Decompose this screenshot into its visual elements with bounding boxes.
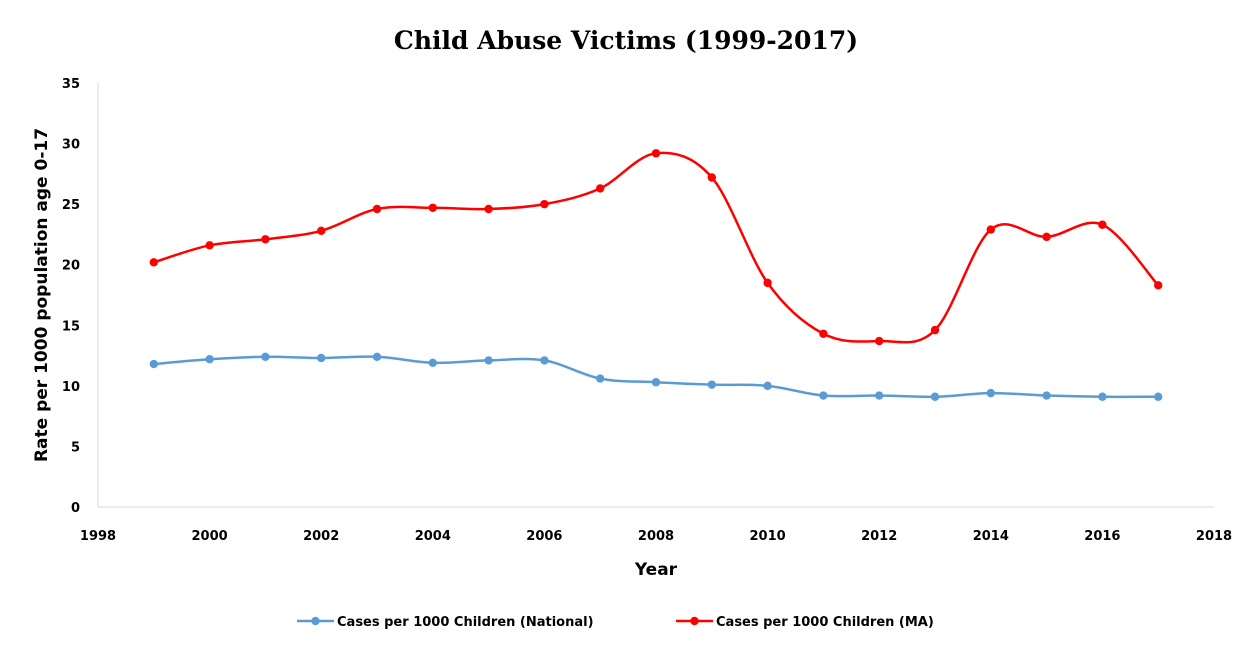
data-point-national-2014 bbox=[986, 388, 995, 398]
data-point-ma-2017 bbox=[1154, 281, 1163, 290]
data-point-national-2001 bbox=[261, 352, 270, 361]
data-point-national-2015 bbox=[1042, 391, 1051, 400]
legend-label-ma: Cases per 1000 Children (MA) bbox=[716, 615, 934, 630]
y-tick-label: 10 bbox=[62, 380, 80, 395]
x-tick-label: 2010 bbox=[750, 529, 786, 544]
legend-marker-ma bbox=[690, 616, 699, 626]
series-line-ma bbox=[152, 151, 1160, 344]
data-point-ma-2013 bbox=[930, 325, 940, 335]
y-tick-label: 5 bbox=[71, 440, 80, 455]
x-tick-label: 2012 bbox=[861, 529, 897, 544]
chart-title: Child Abuse Victims (1999-2017) bbox=[394, 26, 858, 55]
x-tick-label: 2000 bbox=[192, 529, 228, 544]
data-point-ma-2014 bbox=[986, 225, 995, 234]
data-point-national-1999 bbox=[149, 359, 158, 369]
x-axis-ticks: 1998 2000 2002 2004 2006 2008 2010 2012 2014 2016… bbox=[80, 529, 1232, 544]
x-tick-label: 2004 bbox=[415, 529, 451, 544]
data-point-ma-2005 bbox=[484, 204, 493, 214]
data-point-ma-2015 bbox=[1042, 232, 1051, 242]
data-point-ma-1999 bbox=[149, 258, 158, 267]
data-point-ma-2012 bbox=[875, 336, 884, 346]
y-tick-label: 25 bbox=[62, 198, 80, 213]
axes bbox=[97, 83, 1214, 508]
data-point-national-2017 bbox=[1154, 392, 1163, 401]
data-point-ma-2009 bbox=[707, 173, 716, 182]
x-tick-label: 2008 bbox=[638, 529, 674, 544]
x-tick-label: 2018 bbox=[1196, 529, 1232, 544]
x-tick-label: 2002 bbox=[303, 529, 339, 544]
data-point-ma-2002 bbox=[317, 226, 326, 235]
y-tick-label: 15 bbox=[62, 319, 80, 334]
y-tick-label: 20 bbox=[62, 259, 80, 274]
x-tick-label: 1998 bbox=[80, 529, 116, 544]
data-point-ma-2016 bbox=[1098, 220, 1107, 229]
y-axis-title: Rate per 1000 population age 0-17 bbox=[32, 128, 52, 462]
data-point-ma-2004 bbox=[428, 203, 437, 212]
data-point-ma-2010 bbox=[763, 278, 772, 288]
data-point-national-2016 bbox=[1098, 392, 1107, 401]
data-point-ma-2003 bbox=[372, 204, 382, 214]
data-point-national-2012 bbox=[875, 391, 884, 400]
data-point-ma-2011 bbox=[819, 329, 828, 338]
data-point-national-2005 bbox=[484, 356, 493, 365]
legend: Cases per 1000 Children (National) Cases … bbox=[297, 615, 934, 630]
y-tick-label: 30 bbox=[62, 138, 80, 153]
data-point-national-2006 bbox=[540, 356, 549, 365]
y-axis-ticks: 0 5 10 15 20 25 30 35 bbox=[62, 77, 80, 516]
data-point-national-2004 bbox=[428, 358, 437, 368]
data-point-ma-2006 bbox=[540, 199, 549, 209]
data-point-national-2011 bbox=[819, 391, 828, 400]
y-tick-label: 35 bbox=[62, 77, 80, 92]
data-point-ma-2008 bbox=[651, 149, 661, 158]
series-line-national bbox=[152, 355, 1160, 399]
data-point-national-2002 bbox=[317, 353, 326, 363]
x-tick-label: 2006 bbox=[526, 529, 562, 544]
data-point-national-2009 bbox=[707, 380, 716, 389]
data-point-national-2000 bbox=[205, 355, 214, 364]
x-axis-title: Year bbox=[634, 560, 678, 580]
data-point-national-2013 bbox=[930, 392, 940, 401]
data-point-ma-2001 bbox=[261, 235, 270, 244]
x-tick-label: 2016 bbox=[1084, 529, 1120, 544]
series-layer bbox=[149, 149, 1163, 401]
x-tick-label: 2014 bbox=[973, 529, 1009, 544]
data-point-national-2003 bbox=[372, 352, 382, 361]
data-point-ma-2000 bbox=[205, 241, 214, 250]
data-point-national-2010 bbox=[763, 381, 772, 391]
y-tick-label: 0 bbox=[71, 501, 80, 516]
legend-label-national: Cases per 1000 Children (National) bbox=[337, 615, 594, 630]
data-point-national-2008 bbox=[651, 378, 661, 387]
data-point-national-2007 bbox=[596, 374, 605, 383]
legend-marker-national bbox=[311, 616, 320, 626]
data-point-ma-2007 bbox=[596, 184, 605, 193]
